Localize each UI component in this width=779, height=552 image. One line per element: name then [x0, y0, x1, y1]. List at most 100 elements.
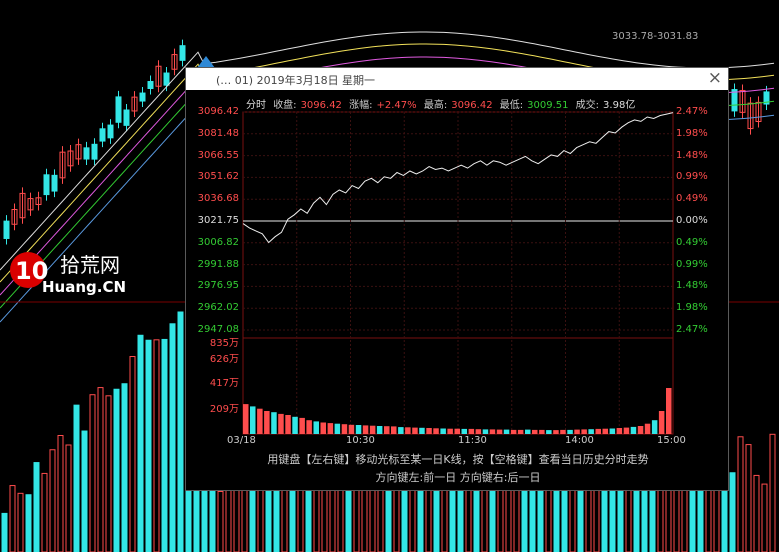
candle-body: [131, 96, 138, 112]
candle-body: [3, 220, 10, 239]
volume-bar: [341, 424, 348, 434]
volume-bar: [729, 472, 736, 552]
tab-intraday[interactable]: 分时: [246, 100, 266, 111]
candle-body: [115, 96, 122, 123]
volume-bar: [666, 388, 672, 434]
volume-bar: [553, 486, 560, 552]
volume-bar: [129, 356, 136, 552]
volume-bar: [9, 485, 16, 552]
candle-body: [75, 144, 82, 160]
volume-bar: [433, 488, 440, 552]
volume-bar: [630, 426, 637, 434]
candle-body: [731, 89, 738, 112]
high-label: 最高:: [423, 100, 448, 111]
price-tick-label: 2991.88: [197, 258, 239, 270]
price-tick-label: 3021.75: [197, 215, 239, 226]
volume-bar: [560, 429, 566, 434]
logo-graphic: 10 拾荒网 Huang.CN: [10, 252, 126, 296]
volume-bar: [391, 426, 397, 434]
time-tick-label: 03/18: [227, 435, 256, 446]
price-tick-label: 3051.62: [197, 171, 239, 183]
volume-bar: [49, 449, 56, 552]
volume-bar: [753, 474, 760, 552]
volume-bar: [623, 427, 630, 434]
volume-bar: [327, 423, 334, 434]
volume-bar: [97, 387, 104, 552]
logo-number: 10: [15, 257, 48, 285]
volume-bar: [697, 486, 704, 552]
percent-tick-label: 2.47%: [676, 106, 708, 117]
volume-bar: [41, 472, 48, 552]
volume-bar: [489, 489, 496, 552]
volume-bar: [553, 430, 559, 434]
candle-body: [59, 151, 66, 179]
percent-tick-label: 0.49%: [676, 193, 708, 205]
volume-bar: [121, 383, 128, 552]
time-tick-label: 10:30: [346, 435, 375, 446]
volume-bar: [169, 323, 176, 552]
close-icon[interactable]: ×: [707, 68, 722, 88]
volume-bar: [625, 483, 632, 552]
intraday-popup-window[interactable]: (… 01) 2019年3月18日 星期一 × 分时 收盘: 3096.42 涨幅…: [185, 67, 729, 491]
volume-bar: [616, 428, 623, 434]
candle-body: [179, 45, 186, 61]
volume-bar: [369, 425, 376, 434]
volume-bar: [355, 425, 362, 434]
price-tick-label: 2962.02: [197, 302, 239, 314]
price-tick-label: 3036.68: [197, 193, 239, 205]
candle-body: [763, 91, 770, 105]
volume-bar: [737, 436, 744, 552]
volume-bar: [57, 435, 64, 552]
help-text-line1: 用键盘【左右键】移动光标至某一日K线，按【空格键】查看当日历史分时走势: [267, 453, 649, 466]
volume-bar: [503, 429, 510, 434]
volume-bar: [313, 484, 320, 552]
volume-bar: [447, 428, 453, 434]
volume-bar: [153, 339, 160, 552]
candle-body: [739, 89, 746, 113]
price-range-label: 3033.78-3031.83: [612, 31, 699, 42]
volume-bar: [376, 426, 383, 434]
volume-bar: [250, 406, 256, 434]
volume-bar: [89, 394, 96, 552]
volume-bar: [1, 512, 8, 552]
candle-body: [107, 124, 114, 139]
volume-bar: [588, 429, 594, 434]
logo-circle: [10, 252, 46, 288]
logo-text-cn: 拾荒网: [60, 253, 120, 277]
volume-bar: [398, 427, 404, 434]
volume-bar: [585, 487, 592, 552]
volume-bar: [285, 415, 291, 434]
percent-tick-label: 0.00%: [676, 215, 708, 226]
intraday-chart[interactable]: [186, 68, 730, 492]
volume-bar: [637, 426, 644, 434]
volume-bar: [405, 427, 411, 434]
percent-tick-label: 0.99%: [676, 171, 708, 183]
percent-tick-label: 1.48%: [676, 149, 708, 161]
volume-bar: [581, 429, 587, 434]
volume-bar: [468, 428, 475, 434]
volume-bar: [257, 408, 263, 434]
close-value: 3096.42: [300, 100, 342, 111]
volume-bar: [574, 429, 580, 434]
logo-text-en: Huang.CN: [42, 278, 126, 296]
volume-bar: [264, 411, 270, 434]
change-value: +2.47%: [376, 100, 417, 111]
volume-bar: [292, 416, 298, 434]
volume-bar: [595, 428, 601, 434]
volume-bar: [217, 490, 224, 552]
watermark-logo: 10 拾荒网 Huang.CN: [2, 248, 137, 300]
time-tick-label: 14:00: [565, 435, 594, 446]
popup-titlebar[interactable]: (… 01) 2019年3月18日 星期一 ×: [186, 68, 728, 90]
candle-body: [11, 209, 18, 225]
volume-bar: [113, 388, 120, 552]
volume-bar: [145, 339, 152, 552]
volume-bar: [546, 430, 552, 434]
volume-bar: [17, 492, 24, 552]
volume-tick-label: 209万: [209, 404, 239, 415]
candle-body: [147, 81, 154, 89]
volume-bar: [532, 429, 538, 434]
candle-body: [35, 197, 42, 205]
candle-body: [51, 174, 58, 192]
volume-bar: [440, 428, 446, 434]
volume-bar: [65, 444, 72, 552]
